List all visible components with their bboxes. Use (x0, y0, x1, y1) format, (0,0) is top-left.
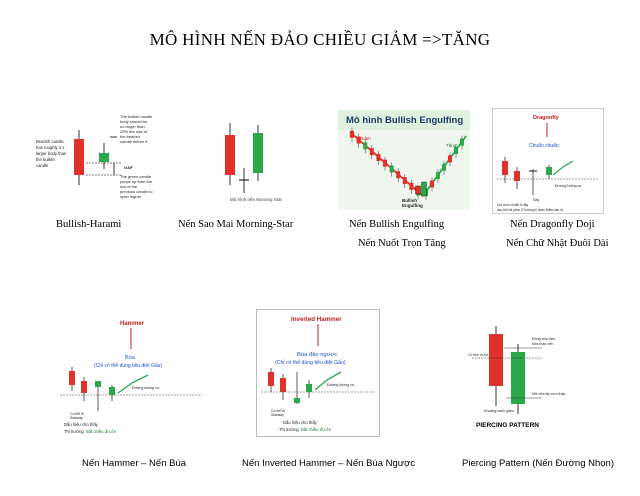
svg-text:The bullish candle: The bullish candle (120, 114, 153, 119)
candle (350, 130, 354, 138)
engulfing-up-label: Tăng (446, 143, 457, 148)
hammer-caption: Nến Hammer – Nến Búa (82, 458, 187, 469)
inverted-hammer-image: Inverted Hammer Búa đảo ngược (Chỉ có th… (256, 309, 380, 437)
inverted-hammer-bottom-1: Dấu hiệu cho thấy (283, 420, 318, 425)
svg-text:no larger than: no larger than (120, 124, 145, 129)
candle (376, 153, 381, 161)
dragonfly-line-label: Đường không cự (555, 184, 582, 188)
inverted-hammer-caption: Nến Inverted Hammer – Nến Búa Ngược (242, 458, 416, 469)
dragonfly-note-1: Giá vượt chuẩn ở đây (497, 203, 529, 207)
inverted-hammer-line-label: Đường không cự (327, 383, 355, 387)
piercing-right-label: Đóng cửa trên (532, 337, 555, 341)
hammer-bottom-2: Thị trường (64, 429, 84, 434)
dragonfly-low-label: Đáy (533, 198, 539, 202)
svg-text:open higher: open higher (120, 194, 142, 199)
hammer-line-label: Đường không cự (132, 386, 160, 390)
hammer-paren: (Chỉ có thể dùng tiêu diệt Gấu) (94, 362, 162, 369)
engulfing-candle (415, 185, 421, 195)
bullish-engulfing-caption: Nến Bullish Engulfing (349, 219, 445, 230)
engulfing-down-label: Giảm (360, 136, 371, 141)
svg-text:previous candle to: previous candle to (120, 189, 153, 194)
svg-text:larger body than: larger body than (36, 151, 67, 156)
candle (409, 182, 414, 190)
candle (430, 180, 434, 188)
hammer-tag-2: Sideway (70, 416, 83, 420)
hammer-tag-1: Có thể đi (70, 412, 84, 416)
svg-text:candle before it: candle before it (120, 139, 148, 144)
bearish-note: Bearish candle has roughly 4 x larger bo… (36, 139, 67, 168)
candle (363, 142, 368, 150)
svg-text:has roughly 4 x: has roughly 4 x (36, 145, 65, 150)
dragonfly-doji-caption: Nến Dragonfly Doji (510, 219, 595, 230)
candle (402, 177, 407, 185)
piercing-right-label-2: nửa thân nến (532, 342, 553, 346)
candle (436, 172, 440, 180)
piercing-footer: PIERCING PATTERN (476, 422, 539, 429)
piercing-bottom-right-label: Mở cửa tại mức thấp (532, 392, 566, 396)
engulfing-bottom-label-2: Engulfing (402, 203, 423, 208)
dragonfly-doji-caption-2: Nến Chữ Nhật Đuôi Dài (506, 238, 609, 249)
bullish-engulfing-caption-2: Nến Nuốt Trọn Tăng (358, 238, 446, 249)
svg-text:the bearish: the bearish (120, 134, 140, 139)
inverted-hammer-title: Inverted Hammer (291, 316, 342, 323)
hammer-title: Hammer (120, 321, 145, 327)
candle (460, 138, 464, 146)
svg-text:Bearish candle: Bearish candle (36, 139, 64, 144)
engulfing-candle (421, 181, 427, 197)
dragonfly-subtitle: Chuẩn chuẩn (529, 142, 559, 149)
bullish-harami-image: Bearish candle has roughly 4 x larger bo… (34, 113, 166, 199)
candle (369, 148, 374, 156)
candle (396, 171, 401, 179)
candle (442, 163, 446, 171)
bullish-harami-caption: Bullish-Harami (56, 219, 122, 230)
svg-text:low of the: low of the (120, 184, 138, 189)
svg-text:25% the size of: 25% the size of (120, 129, 148, 134)
dragonfly-title: Dragonfly (533, 115, 560, 121)
morning-star-caption: Nến Sao Mai Morning-Star (178, 219, 294, 230)
hammer-bottom-1: Dấu hiệu cho thấy (64, 422, 99, 427)
hammer-subtitle: Búa (125, 355, 136, 361)
bullish-note: The bullish candle body should be no lar… (119, 114, 153, 199)
dragonfly-note-2: sau khi hồi phục (Thường bị nhận Điểm cầ… (497, 208, 563, 212)
svg-text:GAP: GAP (124, 165, 133, 170)
morning-star-label: Mô hình nến Morning Star (230, 197, 283, 202)
inverted-hammer-tag-1: Có thể đi (271, 409, 285, 413)
svg-text:the bullish: the bullish (36, 157, 56, 162)
inverted-hammer-paren: (Chỉ có thể dùng tiêu diệt Gấu) (275, 359, 346, 366)
candle (383, 159, 387, 167)
inverted-hammer-tag-2: Sideway (271, 413, 284, 417)
candle (356, 136, 361, 144)
engulfing-banner: Mô hình Bullish Engulfing (346, 115, 463, 126)
inverted-hammer-bottom-highlight: Bắt chiều đi Lên (301, 427, 332, 432)
svg-text:body should be: body should be (120, 119, 148, 124)
dragonfly-doji-image: Dragonfly Chuẩn chuẩn Đường không cự Đáy… (492, 108, 604, 214)
piercing-pattern-image: 12 tiền rõ rồi Đóng cửa trên nửa thân nế… (466, 320, 588, 432)
candle (389, 165, 394, 173)
piercing-left-label: 12 tiền rõ rồi (468, 353, 488, 357)
svg-text:candle: candle (36, 163, 49, 168)
engulfing-bottom-label: Bullish (402, 198, 417, 203)
hammer-bottom-highlight: Bắt chiều đi Lên (86, 429, 117, 434)
candle (448, 155, 452, 163)
hammer-image: Hammer Búa (Chỉ có thể dùng tiêu diệt Gấ… (56, 315, 206, 437)
inverted-hammer-bottom-2: Thị trường (279, 427, 299, 432)
svg-text:The green candle: The green candle (120, 174, 152, 179)
svg-text:jumps up from the: jumps up from the (119, 179, 153, 184)
piercing-pattern-caption: Piercing Pattern (Nến Đường Nhọn) (462, 458, 614, 469)
morning-star-image: Mô hình nến Morning Star (180, 113, 318, 203)
bullish-engulfing-image: Mô hình Bullish Engulfing Giảm Tăng Bull… (338, 110, 470, 210)
page-title: MÔ HÌNH NẾN ĐẢO CHIỀU GIẢM =>TĂNG (149, 30, 491, 49)
candle (454, 146, 458, 154)
inverted-hammer-subtitle: Búa đảo ngược (297, 352, 337, 358)
piercing-bottom-label: Khoảng cách giảm (484, 409, 514, 413)
